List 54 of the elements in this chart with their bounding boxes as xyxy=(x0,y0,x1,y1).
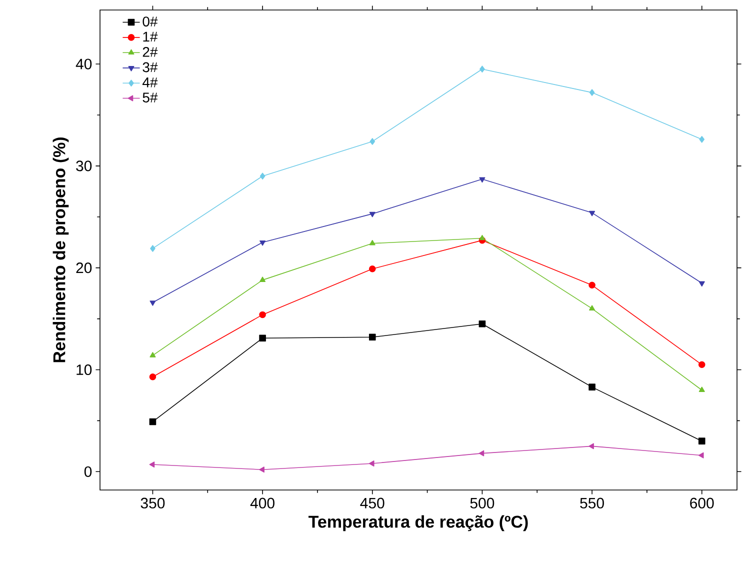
legend-label: 5# xyxy=(142,92,158,102)
point xyxy=(698,281,705,287)
point xyxy=(698,438,706,444)
legend-label: 1# xyxy=(143,32,158,42)
x-tick-label: 450 xyxy=(360,498,384,508)
point xyxy=(589,305,596,310)
point xyxy=(368,460,374,466)
point xyxy=(149,462,155,468)
point xyxy=(260,276,266,282)
point xyxy=(369,212,376,218)
point xyxy=(370,138,376,145)
point xyxy=(588,384,596,390)
y-tick-label: 40 xyxy=(76,58,92,70)
point xyxy=(479,234,486,240)
legend-label: 4# xyxy=(142,78,158,88)
point xyxy=(478,450,484,456)
point xyxy=(260,240,266,246)
point xyxy=(150,245,156,252)
point xyxy=(588,282,596,289)
point xyxy=(150,352,156,358)
y-tick-label: 0 xyxy=(84,466,92,477)
legend-label: 2# xyxy=(142,46,158,57)
y-tick-label: 10 xyxy=(76,364,92,376)
x-tick-label: 600 xyxy=(690,498,714,508)
point xyxy=(589,89,595,96)
point xyxy=(480,66,485,73)
point xyxy=(699,136,705,143)
y-tick-label: 20 xyxy=(76,262,92,274)
point xyxy=(150,300,156,306)
x-tick-label: 350 xyxy=(140,498,165,508)
point xyxy=(698,386,705,392)
point xyxy=(259,311,266,318)
point xyxy=(260,172,266,180)
x-tick-label: 500 xyxy=(470,498,494,508)
point xyxy=(588,443,594,450)
point xyxy=(368,334,376,341)
point xyxy=(698,452,704,458)
point xyxy=(368,265,376,272)
x-tick-label: 400 xyxy=(250,498,274,508)
point xyxy=(149,418,156,426)
legend-label: 0# xyxy=(142,16,158,27)
point xyxy=(259,466,264,473)
x-axis-title: Temperatura de reação (ºC) xyxy=(308,515,528,532)
point xyxy=(369,240,376,246)
x-tick-label: 550 xyxy=(580,498,604,508)
point xyxy=(259,334,266,342)
point xyxy=(479,177,486,183)
point xyxy=(149,373,156,380)
point xyxy=(589,210,596,216)
legend-label: 3# xyxy=(142,62,158,72)
point xyxy=(478,320,486,328)
y-axis-title: Rendimento de propeno (%) xyxy=(52,138,69,362)
y-tick-label: 30 xyxy=(76,160,92,172)
point xyxy=(698,361,706,368)
